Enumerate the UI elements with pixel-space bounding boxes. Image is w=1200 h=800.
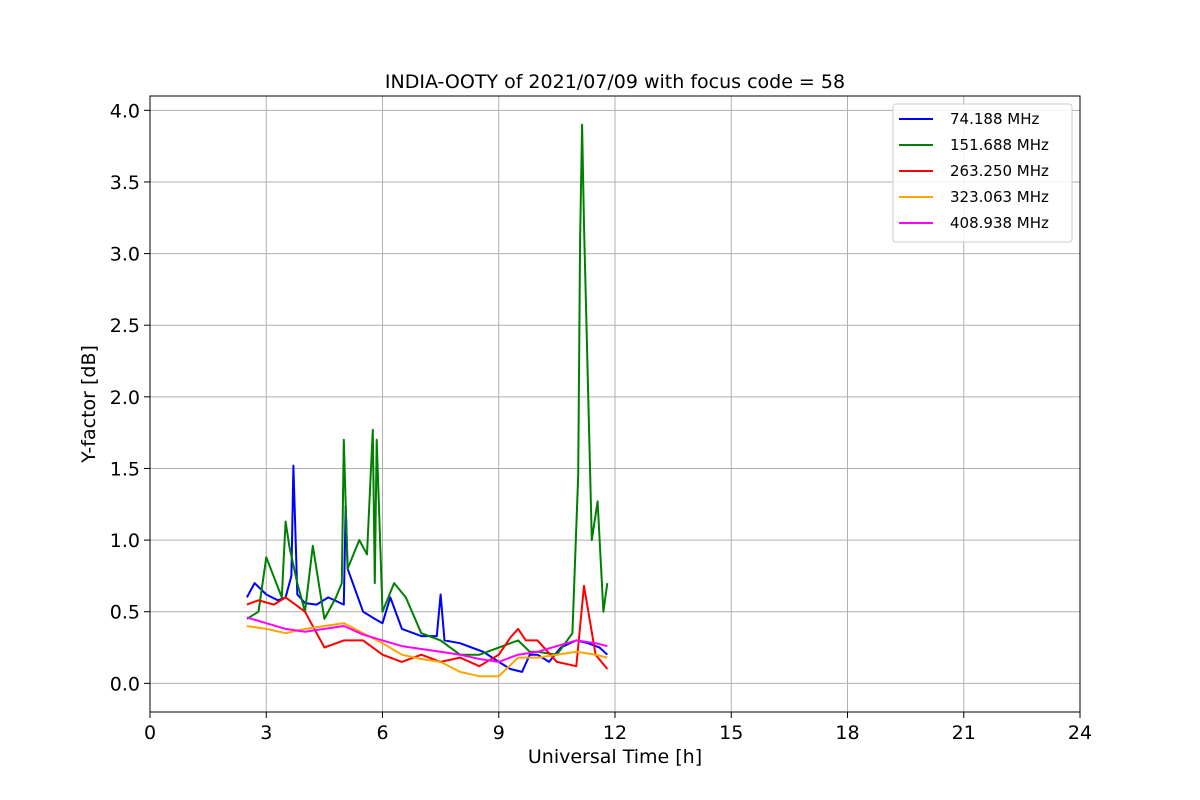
y-tick-label: 3.5 [110,172,140,194]
y-tick-label: 0.5 [110,602,140,624]
series-line-1 [246,464,608,673]
series-line-3 [246,584,609,670]
x-tick-label: 18 [835,722,859,744]
x-tick-label: 24 [1068,722,1092,744]
legend-entry: 408.938 MHz [950,214,1049,232]
legend: 74.188 MHz 151.688 MHz 263.250 MHz 323.063 … [892,103,1073,243]
legend-box [892,103,1073,243]
y-axis: 0.0 0.5 1.0 1.5 2.0 2.5 3.0 3.5 4.0 [110,100,150,695]
y-tick-label: 3.0 [110,244,140,266]
x-tick-label: 15 [719,722,743,744]
series-line-4 [246,622,608,678]
series-layer [246,123,609,678]
y-tick-label: 2.0 [110,387,140,409]
x-tick-label: 21 [952,722,976,744]
legend-entry: 151.688 MHz [950,136,1049,154]
x-tick-label: 6 [376,722,388,744]
x-axis: 0 3 6 9 12 15 18 21 24 [144,712,1092,744]
x-axis-label: Universal Time [h] [528,746,702,768]
chart-title: INDIA-OOTY of 2021/07/09 with focus code… [385,71,845,93]
series-line-5 [246,616,608,663]
legend-entry: 74.188 MHz [950,110,1039,128]
x-tick-label: 3 [260,722,272,744]
y-axis-label: Y-factor [dB] [78,345,100,464]
x-tick-label: 12 [603,722,627,744]
x-tick-label: 0 [144,722,156,744]
y-tick-label: 2.5 [110,315,140,337]
y-tick-label: 4.0 [110,100,140,122]
y-tick-label: 1.0 [110,530,140,552]
legend-entry: 323.063 MHz [950,188,1049,206]
x-tick-label: 9 [493,722,505,744]
legend-entry: 263.250 MHz [950,162,1049,180]
y-tick-label: 0.0 [110,673,140,695]
y-tick-label: 1.5 [110,458,140,480]
series-line-2 [246,123,609,656]
